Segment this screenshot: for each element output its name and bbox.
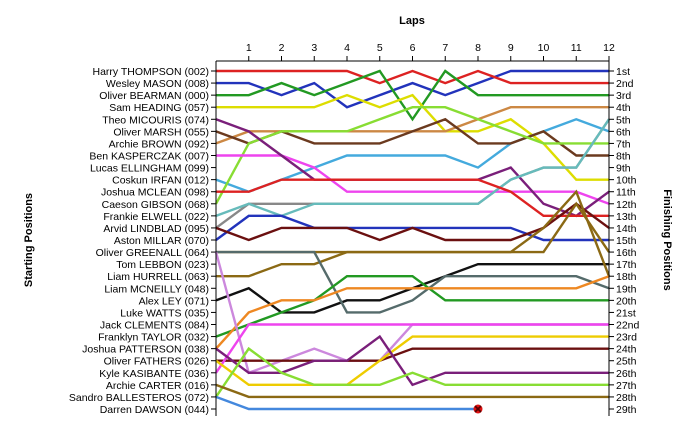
lap-tick-label: 11	[571, 42, 582, 54]
finishing-position-label: 21st	[616, 307, 636, 319]
lap-tick-label: 12	[603, 42, 615, 54]
starting-position-label: Caeson GIBSON (068)	[102, 199, 209, 211]
finishing-position-label: 14th	[616, 223, 637, 235]
finishing-position-label: 6th	[616, 126, 631, 138]
starting-position-label: Jack CLEMENTS (084)	[100, 320, 209, 332]
starting-position-label: Oliver BEARMAN (000)	[99, 90, 209, 102]
lap-tick-label: 5	[377, 42, 383, 54]
y-axis-label-left: Starting Positions	[23, 193, 35, 287]
finishing-position-label: 1st	[616, 66, 630, 78]
series-line-21	[215, 275, 610, 350]
finishing-position-labels: 1st2nd3rd4th5th6th7th8th9th10th11th12th1…	[609, 66, 640, 416]
finishing-position-label: 23rd	[616, 332, 637, 344]
series-line-29	[215, 395, 478, 411]
finishing-position-label: 4th	[616, 102, 631, 114]
finishing-position-label: 29th	[616, 404, 637, 416]
finishing-position-label: 25th	[616, 356, 637, 368]
lap-ticks: 1 2 3 4 5 6 7 8 9 10 11 12	[246, 42, 615, 61]
starting-position-label: Archie BROWN (092)	[109, 138, 209, 150]
series-line-3	[216, 69, 609, 122]
finishing-position-label: 17th	[616, 259, 637, 271]
starting-position-label: Oliver FATHERS (026)	[104, 356, 209, 368]
finishing-position-label: 19th	[616, 283, 637, 295]
starting-position-label: Frankie ELWELL (022)	[103, 211, 209, 223]
starting-position-label: Liam HURRELL (063)	[107, 271, 209, 283]
finishing-position-label: 12th	[616, 199, 637, 211]
starting-position-label: Oliver MARSH (055)	[113, 126, 209, 138]
starting-position-label: Archie CARTER (016)	[106, 380, 209, 392]
series-lines	[214, 69, 611, 414]
series-line-1	[216, 69, 609, 109]
finishing-position-label: 18th	[616, 271, 637, 283]
lap-tick-label: 4	[344, 42, 350, 54]
starting-position-label: Alex LEY (071)	[139, 295, 209, 307]
starting-position-labels: Harry THOMPSON (002)Wesley MASON (008)Ol…	[69, 66, 216, 416]
series-line-18	[216, 189, 611, 278]
lap-tick-label: 7	[442, 42, 448, 54]
lap-tick-label: 6	[410, 42, 416, 54]
starting-position-label: Darren DAWSON (044)	[100, 404, 209, 416]
starting-position-label: Luke WATTS (035)	[120, 307, 209, 319]
finishing-position-label: 2nd	[616, 78, 634, 90]
finishing-position-label: 16th	[616, 247, 637, 259]
finishing-position-label: 28th	[616, 392, 637, 404]
finishing-position-label: 26th	[616, 368, 637, 380]
series-line-28	[215, 383, 609, 399]
finishing-position-label: 3rd	[616, 90, 631, 102]
finishing-position-label: 22nd	[616, 320, 640, 332]
starting-position-label: Sam HEADING (057)	[109, 102, 209, 114]
lap-tick-label: 3	[311, 42, 317, 54]
starting-position-label: Theo MICOURIS (074)	[102, 114, 209, 126]
y-axis-label-right: Finishing Positions	[661, 189, 673, 290]
lap-tick-label: 8	[475, 42, 481, 54]
lap-tick-label: 9	[508, 42, 514, 54]
starting-position-label: Joshua PATTERSON (038)	[82, 344, 209, 356]
retired-marker-icon	[473, 404, 483, 414]
series-line-20	[215, 275, 609, 338]
series-line-9	[214, 106, 609, 205]
series-line-19	[216, 250, 610, 314]
lap-tick-label: 1	[246, 42, 252, 54]
series-line-27	[215, 346, 609, 398]
starting-position-label: Sandro BALLESTEROS (072)	[69, 392, 209, 404]
series-line-2	[216, 69, 609, 85]
finishing-position-label: 10th	[616, 175, 637, 187]
finishing-position-label: 20th	[616, 295, 637, 307]
starting-position-label: Arvid LINDBLAD (095)	[103, 223, 209, 235]
starting-position-label: Harry THOMPSON (002)	[93, 66, 210, 78]
finishing-position-label: 27th	[616, 380, 637, 392]
starting-position-label: Liam MCNEILLY (048)	[104, 283, 209, 295]
series-line-5	[215, 106, 609, 145]
axes	[215, 60, 610, 416]
series-line-24	[215, 323, 609, 374]
finishing-position-label: 24th	[616, 344, 637, 356]
starting-position-label: Aston MILLAR (070)	[114, 235, 209, 247]
series-line-22	[214, 251, 609, 375]
finishing-position-label: 7th	[616, 138, 631, 150]
finishing-position-label: 5th	[616, 114, 631, 126]
starting-position-label: Lucas ELLINGHAM (099)	[90, 163, 209, 175]
finishing-position-label: 8th	[616, 151, 631, 163]
series-line-25	[215, 335, 609, 387]
lap-tick-label: 2	[279, 42, 285, 54]
finishing-position-label: 13th	[616, 211, 637, 223]
finishing-position-label: 15th	[616, 235, 637, 247]
lap-tick-label: 10	[538, 42, 550, 54]
series-line-13	[216, 178, 609, 218]
starting-position-label: Oliver GREENALL (064)	[96, 247, 209, 259]
starting-position-label: Franklyn TAYLOR (032)	[98, 332, 209, 344]
starting-position-label: Coskun IRFAN (012)	[112, 175, 209, 187]
chart-title: Laps	[399, 15, 425, 27]
starting-position-label: Wesley MASON (008)	[106, 78, 209, 90]
starting-position-label: Ben KASPERCZAK (007)	[89, 151, 209, 163]
series-line-23	[216, 347, 609, 362]
finishing-position-label: 9th	[616, 163, 631, 175]
starting-position-label: Joshua MCLEAN (098)	[101, 187, 209, 199]
starting-position-label: Tom LEBBON (023)	[116, 259, 209, 271]
finishing-position-label: 11th	[616, 187, 636, 199]
starting-position-label: Kyle KASIBANTE (036)	[99, 368, 209, 380]
